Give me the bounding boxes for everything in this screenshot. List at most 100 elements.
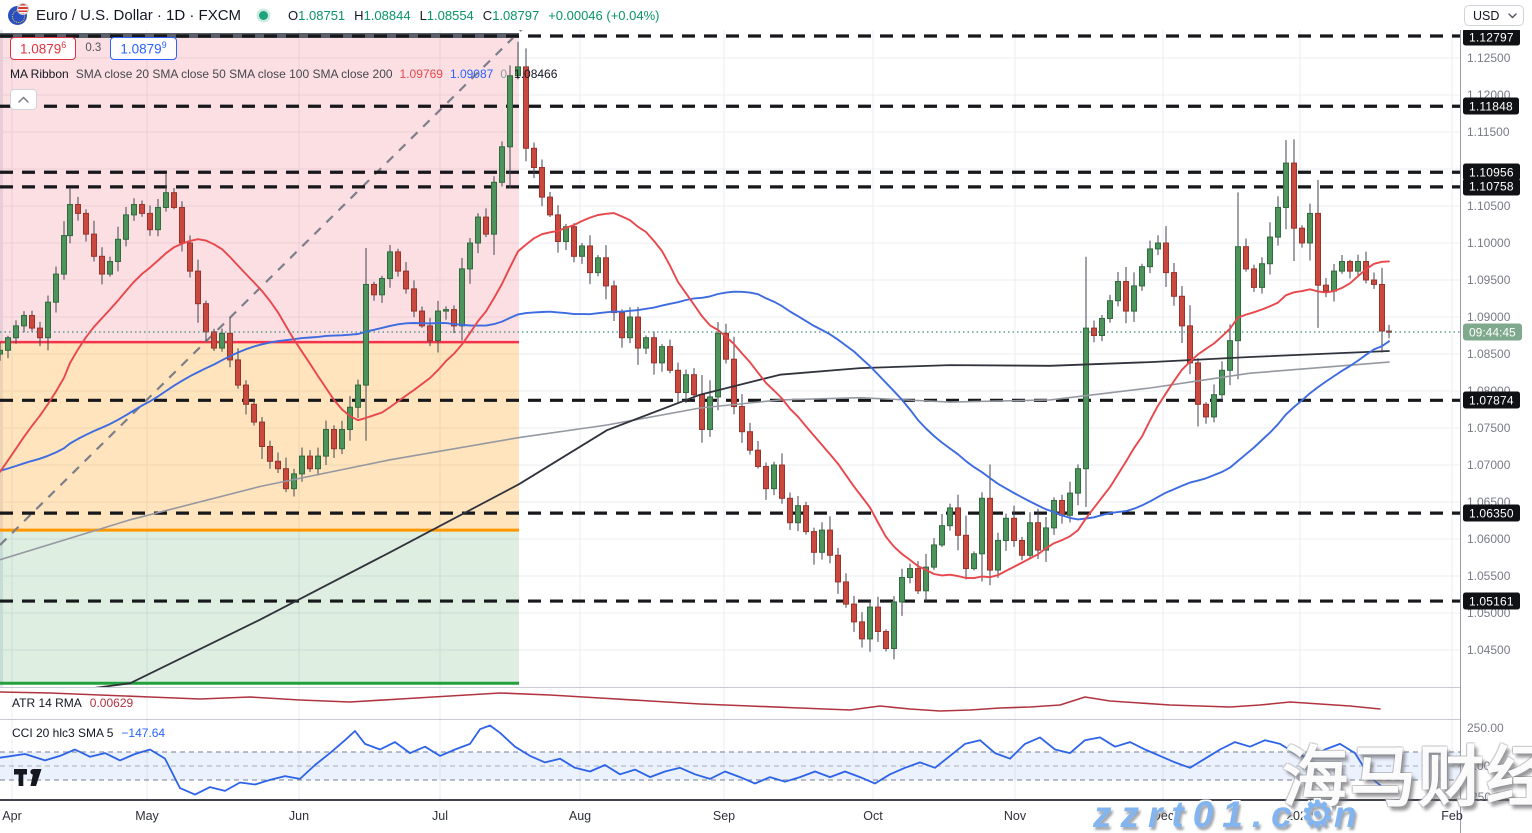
candlestick — [1107, 300, 1113, 319]
candlestick — [531, 147, 537, 169]
candlestick — [515, 66, 521, 77]
toolbar: Euro / U.S. Dollar · 1D · FXCM O1.08751 … — [0, 0, 1532, 30]
chevron-up-icon — [18, 95, 29, 103]
candlestick — [659, 346, 665, 364]
countdown-badge: 09:44:45 — [1463, 323, 1522, 341]
candlestick — [235, 359, 241, 386]
candlestick — [139, 204, 145, 214]
currency-dropdown[interactable]: USD — [1464, 5, 1524, 26]
candlestick — [1315, 212, 1321, 286]
bid-ask-row: 1.08796 0.3 1.08799 — [10, 37, 557, 60]
candlestick — [931, 544, 937, 568]
candlestick — [363, 283, 369, 386]
candlestick — [867, 606, 873, 640]
candlestick — [939, 525, 945, 546]
candlestick — [731, 358, 737, 408]
candlestick — [539, 167, 545, 198]
cci-legend[interactable]: CCI 20 hlc3 SMA 5 −147.64 — [12, 726, 165, 740]
candlestick — [827, 529, 833, 556]
indicator-params: SMA close 20 SMA close 50 SMA close 100 … — [75, 66, 393, 81]
candlestick — [1339, 261, 1345, 272]
candlestick — [371, 283, 377, 296]
candlestick — [907, 568, 913, 578]
legend: 1.08796 0.3 1.08799 MA Ribbon SMA close … — [10, 37, 557, 110]
candlestick — [547, 196, 553, 216]
candlestick — [891, 601, 897, 650]
gear-icon: ⚙ — [1300, 794, 1334, 833]
sma100-value: 0 — [500, 66, 508, 81]
candlestick — [747, 431, 753, 451]
collapse-legend-button[interactable] — [10, 88, 37, 110]
candlestick — [1171, 272, 1177, 297]
candlestick — [955, 507, 961, 536]
candlestick — [1163, 242, 1169, 274]
cci-axis-label: 250.00 — [1467, 721, 1504, 735]
candlestick — [779, 464, 785, 499]
candlestick — [427, 325, 433, 342]
candlestick — [61, 235, 67, 275]
candlestick — [1267, 236, 1273, 265]
candlestick — [1251, 268, 1257, 288]
candlestick — [1011, 517, 1017, 541]
candlestick — [1227, 340, 1233, 371]
candlestick — [603, 257, 609, 287]
candlestick — [5, 337, 11, 351]
candlestick — [947, 507, 953, 527]
candlestick — [1235, 246, 1241, 342]
candlestick — [355, 384, 361, 408]
candlestick — [45, 301, 51, 339]
tradingview-logo-icon[interactable] — [14, 769, 48, 787]
price-axis-label: 1.04500 — [1467, 643, 1511, 657]
candlestick — [1323, 284, 1329, 292]
candlestick — [1123, 280, 1129, 312]
sell-button[interactable]: 1.08796 — [10, 37, 77, 60]
candlestick — [451, 309, 457, 327]
candlestick — [1331, 270, 1337, 292]
candlestick — [1147, 248, 1153, 268]
candlestick — [1355, 261, 1361, 272]
candlestick — [571, 226, 577, 257]
candlestick — [331, 428, 337, 450]
candlestick — [1051, 500, 1057, 529]
symbol-logo-icon[interactable] — [8, 2, 29, 25]
close-value: 1.08797 — [492, 7, 540, 23]
time-axis[interactable]: Apr May Jun Jul Aug Sep Oct Nov Dec 2024 Feb — [0, 801, 1463, 833]
time-axis-label: Apr — [2, 809, 22, 823]
atr-legend[interactable]: ATR 14 RMA 0.00629 — [12, 696, 133, 710]
candlestick — [627, 316, 633, 339]
ma-ribbon-legend[interactable]: MA Ribbon SMA close 20 SMA close 50 SMA … — [10, 67, 557, 81]
price-axis-label: 1.06000 — [1467, 532, 1511, 546]
candlestick — [707, 396, 713, 430]
candlestick — [1179, 295, 1185, 327]
candlestick — [555, 214, 561, 243]
candlestick — [179, 206, 185, 244]
candlestick — [619, 312, 625, 339]
watermark-chinese: 海马财经 — [1282, 740, 1532, 814]
candlestick — [787, 497, 793, 524]
candlestick — [755, 449, 761, 467]
time-axis-label: Sep — [712, 809, 736, 823]
candlestick — [1115, 280, 1121, 302]
candlestick — [283, 468, 289, 490]
candlestick — [1283, 162, 1289, 208]
price-level-badge: 1.07874 — [1463, 391, 1520, 409]
candlestick — [835, 554, 841, 583]
candlestick — [163, 192, 169, 208]
candlestick — [587, 245, 593, 274]
candlestick — [275, 460, 281, 470]
candlestick — [267, 446, 273, 462]
candlestick — [37, 327, 43, 339]
candlestick — [347, 406, 353, 430]
buy-button[interactable]: 1.08799 — [110, 37, 177, 60]
price-axis[interactable]: 1.12500 1.12000 1.11500 1.10500 1.10000 1.095… — [1461, 0, 1532, 833]
candlestick — [0, 349, 3, 355]
candlestick — [715, 332, 721, 398]
candlestick — [1307, 212, 1313, 244]
symbol-title[interactable]: Euro / U.S. Dollar · 1D · FXCM — [36, 6, 242, 24]
candlestick — [21, 315, 27, 327]
candlestick — [699, 394, 705, 430]
time-axis-label: Nov — [1003, 809, 1027, 823]
atr-value: 0.00629 — [89, 696, 134, 710]
candlestick — [579, 245, 585, 257]
